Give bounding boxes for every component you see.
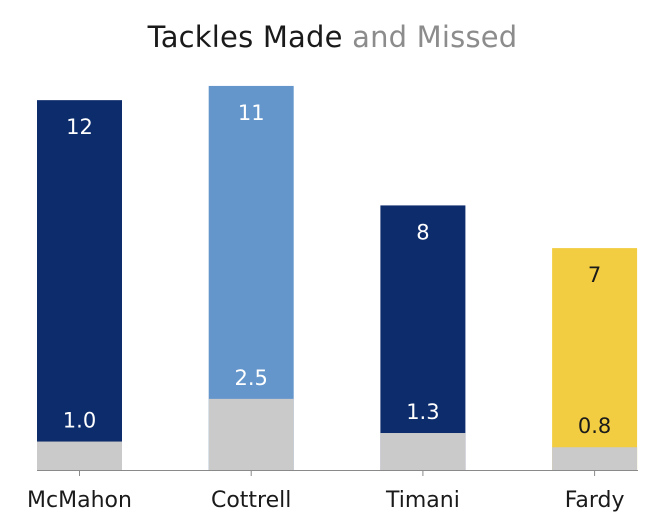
data-label-missed-fardy: 0.8: [578, 414, 611, 438]
data-label-missed-mcmahon: 1.0: [63, 409, 96, 433]
data-label-made-fardy: 7: [588, 263, 601, 287]
data-label-made-mcmahon: 12: [66, 115, 93, 139]
bar-made-fardy: [552, 248, 638, 470]
bar-missed-timani: [380, 433, 466, 470]
data-label-made-timani: 8: [416, 220, 429, 244]
bar-made-mcmahon: [37, 100, 122, 471]
x-tick-label-mcmahon: McMahon: [27, 488, 132, 513]
chart-title: Tackles Made and Missed: [0, 20, 665, 54]
chart-title-secondary: and Missed: [352, 20, 518, 54]
data-label-made-cottrell: 11: [238, 101, 265, 125]
bar-missed-mcmahon: [37, 441, 122, 470]
data-label-missed-cottrell: 2.5: [234, 366, 267, 390]
data-label-missed-timani: 1.3: [406, 400, 439, 424]
x-tick-label-fardy: Fardy: [565, 488, 625, 513]
bar-made-timani: [380, 205, 466, 471]
x-tick-label-timani: Timani: [385, 488, 460, 513]
x-tick-label-cottrell: Cottrell: [211, 488, 291, 513]
chart-title-main: Tackles Made: [147, 20, 343, 54]
bar-missed-cottrell: [208, 398, 294, 470]
bar-missed-fardy: [552, 447, 638, 470]
